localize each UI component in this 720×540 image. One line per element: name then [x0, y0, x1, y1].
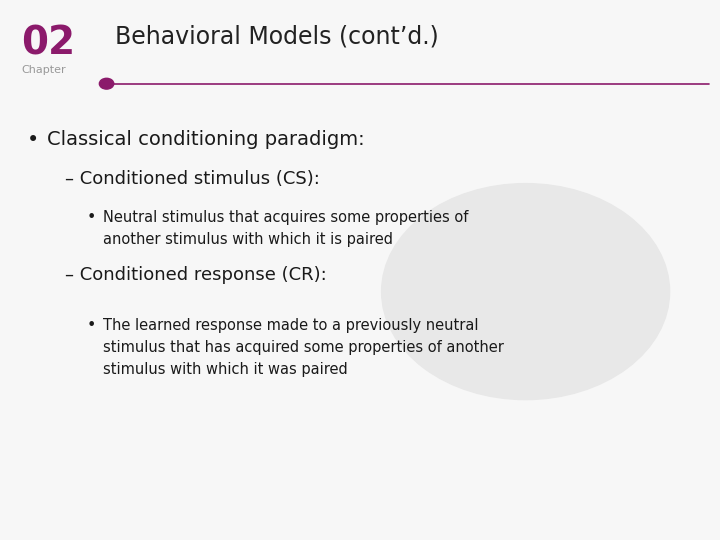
Text: •: •: [27, 130, 40, 150]
Text: Classical conditioning paradigm:: Classical conditioning paradigm:: [47, 130, 364, 148]
Text: The learned response made to a previously neutral
stimulus that has acquired som: The learned response made to a previousl…: [103, 318, 504, 377]
Circle shape: [99, 78, 114, 89]
Text: Behavioral Models (cont’d.): Behavioral Models (cont’d.): [115, 24, 439, 48]
Text: •: •: [86, 210, 96, 225]
Text: •: •: [86, 318, 96, 333]
Text: Neutral stimulus that acquires some properties of
another stimulus with which it: Neutral stimulus that acquires some prop…: [103, 210, 468, 247]
Text: Chapter: Chapter: [22, 65, 66, 75]
Text: – Conditioned response (CR):: – Conditioned response (CR):: [65, 266, 327, 284]
Circle shape: [382, 184, 670, 400]
Text: – Conditioned stimulus (CS):: – Conditioned stimulus (CS):: [65, 170, 320, 187]
Text: 02: 02: [22, 24, 76, 62]
